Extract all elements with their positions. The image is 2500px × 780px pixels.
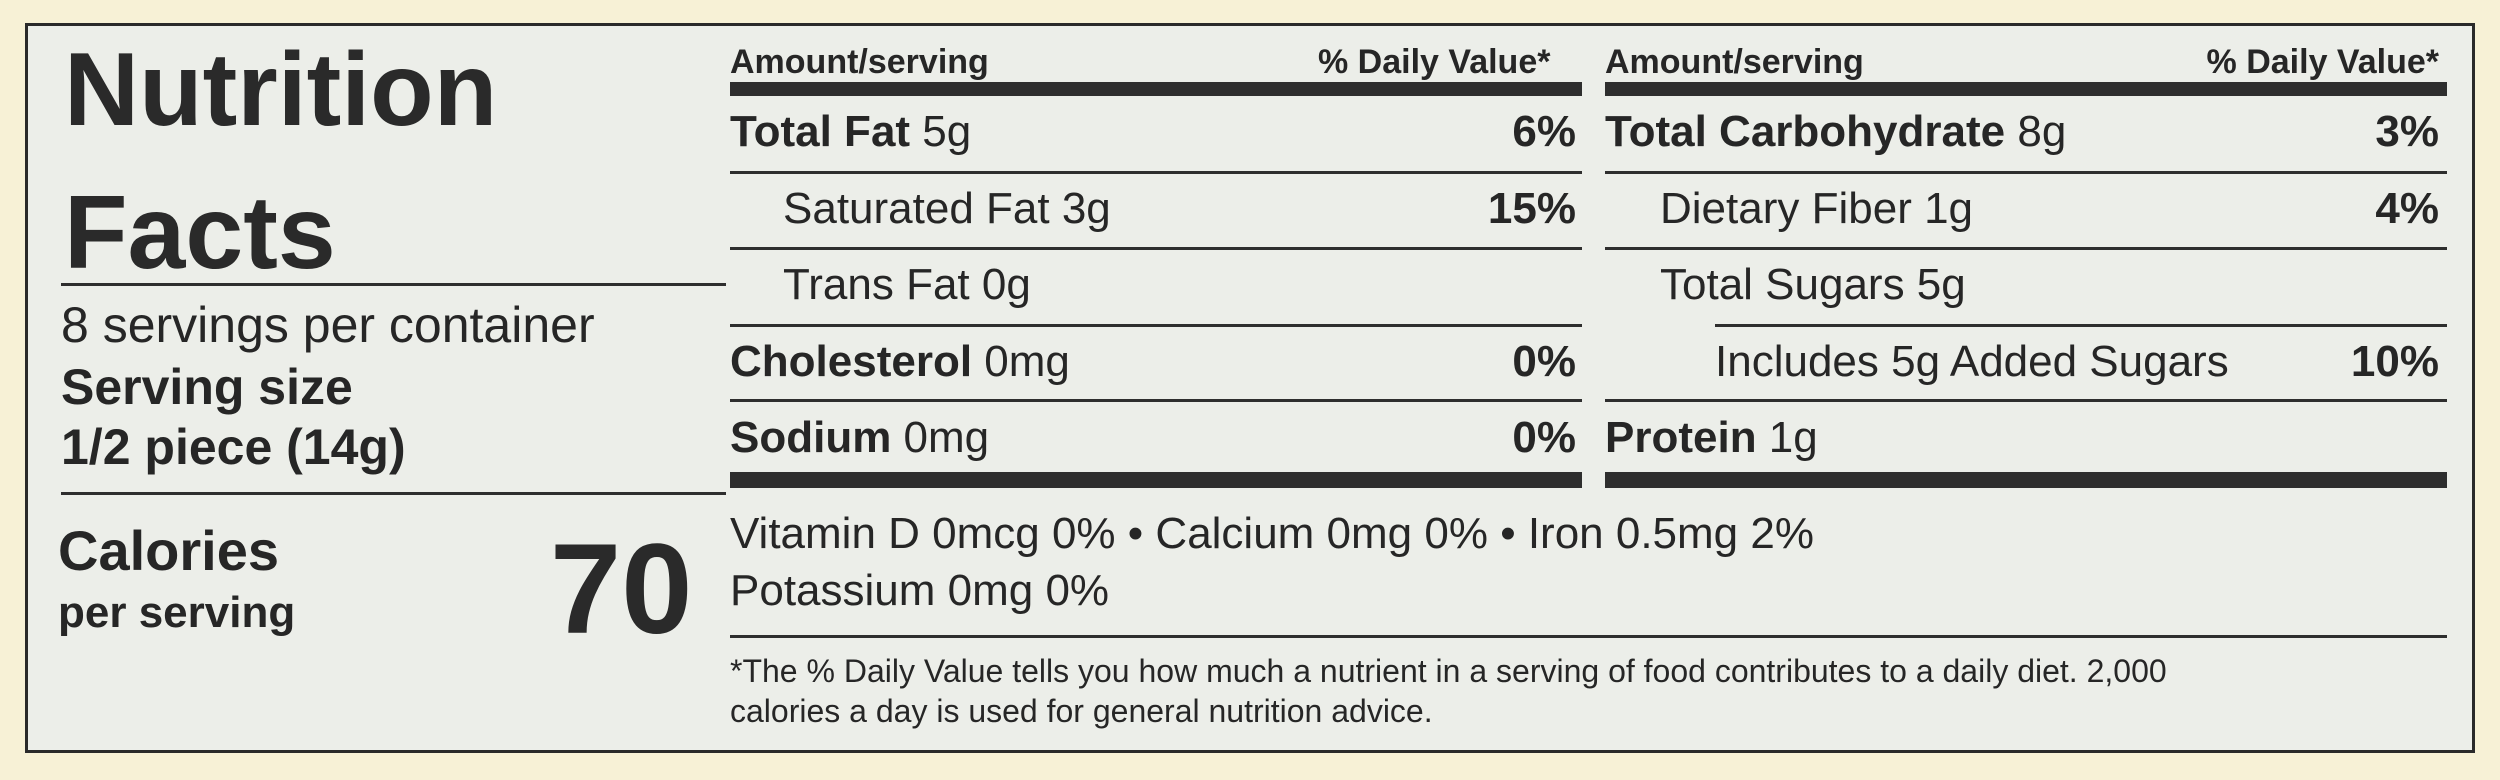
dv-total-fat: 6% bbox=[1512, 107, 1576, 156]
label-title-line1: Nutrition bbox=[64, 32, 498, 148]
row-protein: Protein 1g bbox=[1605, 413, 1818, 462]
row-cholesterol: Cholesterol 0mg bbox=[730, 337, 1070, 386]
nutrition-facts-label: Nutrition Facts 8 servings per container… bbox=[25, 23, 2475, 753]
left-header-daily-value: % Daily Value* bbox=[1318, 43, 1551, 81]
dv-sodium: 0% bbox=[1512, 413, 1576, 462]
row-divider bbox=[1605, 171, 2447, 174]
row-saturated-fat: Saturated Fat 3g bbox=[783, 184, 1111, 233]
dv-total-carbohydrate: 3% bbox=[2375, 107, 2439, 156]
left-header-amount: Amount/serving bbox=[730, 43, 989, 81]
dv-added-sugars: 10% bbox=[2350, 337, 2439, 386]
calories-per-serving: per serving bbox=[58, 588, 296, 637]
footnote-line-1: *The % Daily Value tells you how much a … bbox=[730, 653, 2167, 689]
label-title-line2: Facts bbox=[64, 175, 336, 291]
footnote-line-2: calories a day is used for general nutri… bbox=[730, 693, 1433, 729]
row-divider bbox=[730, 399, 1582, 402]
row-divider bbox=[1605, 247, 2447, 250]
row-trans-fat: Trans Fat 0g bbox=[783, 260, 1031, 309]
title-divider bbox=[61, 283, 726, 286]
dv-saturated-fat: 15% bbox=[1487, 184, 1576, 233]
row-divider bbox=[730, 247, 1582, 250]
row-sodium: Sodium 0mg bbox=[730, 413, 990, 462]
row-total-sugars: Total Sugars 5g bbox=[1660, 260, 1966, 309]
right-header-bar bbox=[1605, 82, 2447, 96]
left-bottom-bar bbox=[730, 472, 1582, 488]
dv-cholesterol: 0% bbox=[1512, 337, 1576, 386]
dv-dietary-fiber: 4% bbox=[2375, 184, 2439, 233]
vitamins-line-1: Vitamin D 0mcg 0% • Calcium 0mg 0% • Iro… bbox=[730, 509, 1814, 558]
row-divider bbox=[730, 171, 1582, 174]
serving-size-label: Serving size bbox=[61, 359, 353, 415]
left-header-bar bbox=[730, 82, 1582, 96]
footnote-divider bbox=[730, 635, 2447, 638]
row-total-fat: Total Fat 5g bbox=[730, 107, 972, 156]
row-dietary-fiber: Dietary Fiber 1g bbox=[1660, 184, 1974, 233]
right-bottom-bar bbox=[1605, 472, 2447, 488]
row-added-sugars: Includes 5g Added Sugars bbox=[1715, 337, 2229, 386]
row-divider bbox=[1605, 399, 2447, 402]
calories-label: Calories bbox=[58, 519, 279, 582]
calories-value: 70 bbox=[550, 518, 693, 661]
vitamins-line-2: Potassium 0mg 0% bbox=[730, 566, 1110, 615]
serving-size-value: 1/2 piece (14g) bbox=[61, 419, 406, 475]
right-header-amount: Amount/serving bbox=[1605, 43, 1864, 81]
right-header-daily-value: % Daily Value* bbox=[2206, 43, 2439, 81]
row-total-carbohydrate: Total Carbohydrate 8g bbox=[1605, 107, 2067, 156]
servings-per-container: 8 servings per container bbox=[61, 297, 595, 353]
serving-divider bbox=[61, 492, 726, 495]
row-divider bbox=[730, 324, 1582, 327]
row-divider bbox=[1715, 324, 2447, 327]
